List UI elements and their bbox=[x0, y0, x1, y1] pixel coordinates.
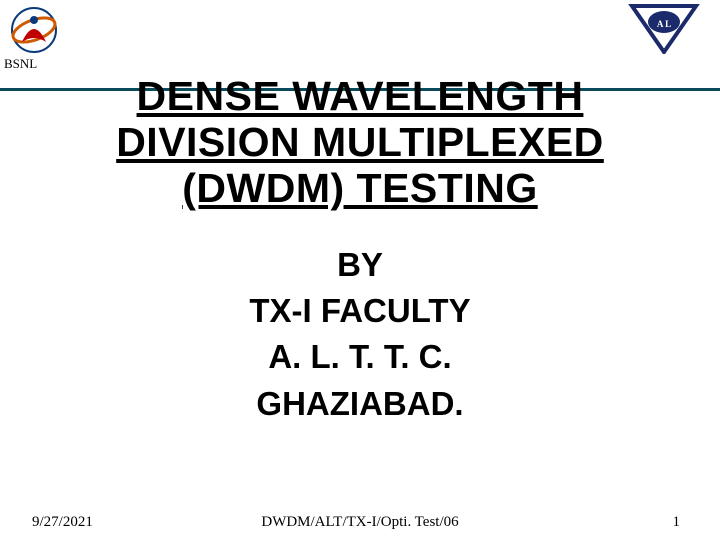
footer-page-number: 1 bbox=[673, 514, 681, 531]
title-line: DENSE WAVELENGTH bbox=[137, 73, 584, 119]
byline-block: BY TX-I FACULTY A. L. T. T. C. GHAZIABAD… bbox=[0, 242, 720, 427]
slide-title: DENSE WAVELENGTH DIVISION MULTIPLEXED (D… bbox=[0, 74, 720, 212]
alttc-logo-icon: A L bbox=[628, 2, 700, 54]
title-line: DIVISION MULTIPLEXED bbox=[116, 119, 604, 165]
header: BSNL A L bbox=[0, 0, 720, 78]
footer-doc-code: DWDM/ALT/TX-I/Opti. Test/06 bbox=[0, 514, 720, 531]
bsnl-logo-caption: BSNL bbox=[4, 56, 37, 72]
title-line: (DWDM) TESTING bbox=[182, 165, 537, 211]
bsnl-logo-icon bbox=[10, 6, 58, 54]
byline-line: BY bbox=[337, 246, 383, 283]
byline-line: A. L. T. T. C. bbox=[268, 338, 451, 375]
byline-line: GHAZIABAD. bbox=[256, 385, 463, 422]
svg-text:A L: A L bbox=[657, 19, 671, 29]
byline-line: TX-I FACULTY bbox=[249, 292, 470, 329]
